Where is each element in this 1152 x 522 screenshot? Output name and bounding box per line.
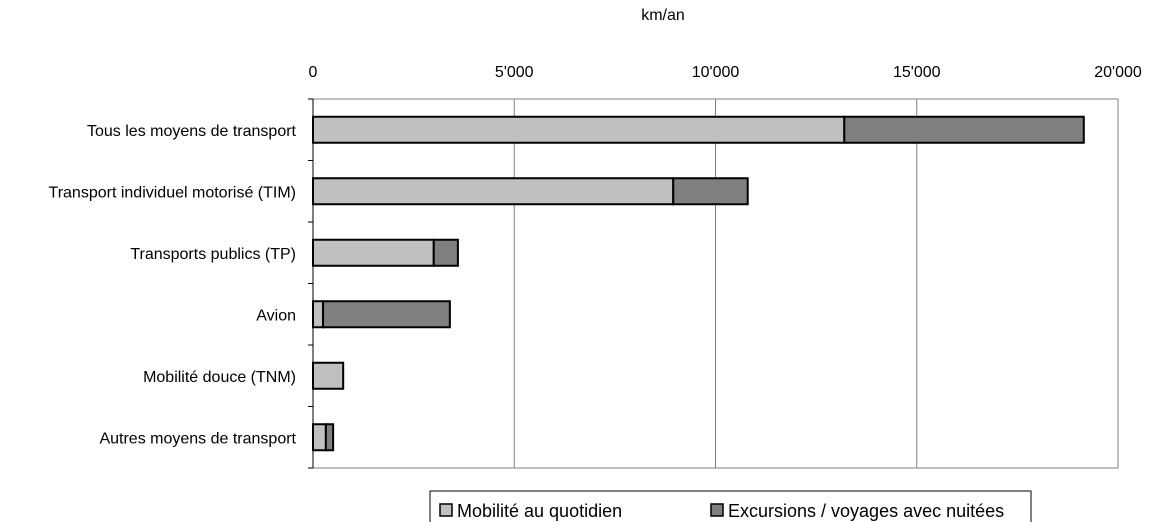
legend-swatch [439, 503, 453, 517]
gridlines [513, 99, 918, 468]
bar-segment [324, 423, 335, 452]
category-labels: Tous les moyens de transport Transport in… [49, 123, 297, 448]
legend-box [429, 490, 1032, 522]
bar-segment [312, 115, 846, 144]
y-axis-ticks [308, 98, 313, 469]
category-label: Avion [256, 307, 296, 324]
x-tick-label: 15'000 [893, 64, 941, 81]
category-label: Mobilité douce (TNM) [143, 369, 296, 386]
category-label: Transport individuel motorisé (TIM) [49, 184, 296, 201]
category-label: Transports publics (TP) [130, 246, 296, 263]
x-axis-label: km/an [641, 7, 685, 24]
bar-segment [312, 423, 327, 452]
bar-segment [312, 361, 345, 390]
bar-segment [312, 177, 675, 206]
bar-segment [312, 300, 325, 329]
x-tick-label: 20'000 [1094, 64, 1142, 81]
legend-swatch [710, 503, 724, 517]
category-label: Tous les moyens de transport [87, 123, 297, 140]
legend-label: Mobilité au quotidien [457, 501, 622, 521]
bar-segment [843, 115, 1085, 144]
legend-label: Excursions / voyages avec nuitées [728, 501, 1004, 521]
bars [312, 115, 1085, 452]
bar-segment [432, 238, 459, 267]
x-tick-label: 0 [309, 64, 318, 81]
x-tick-label: 5'000 [495, 64, 534, 81]
bar-segment [312, 238, 435, 267]
category-label: Autres moyens de transport [99, 430, 296, 447]
x-tick-label: 10'000 [692, 64, 740, 81]
bar-segment [322, 300, 451, 329]
bar-segment [672, 177, 749, 206]
legend: Mobilité au quotidien Excursions / voyage… [429, 490, 1032, 522]
x-tick-labels: 0 5'000 10'000 15'000 20'000 [309, 64, 1142, 81]
